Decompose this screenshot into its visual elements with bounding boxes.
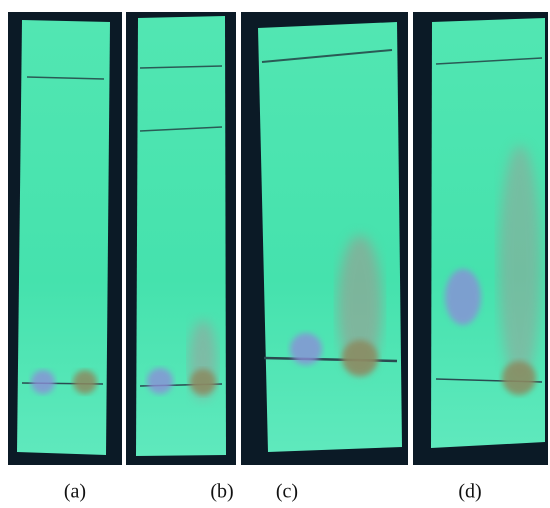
- figure: (a) (b) (c) (d): [0, 0, 550, 508]
- plate-b: [126, 12, 236, 465]
- label-a: (a): [64, 481, 86, 503]
- label-b: (b): [210, 481, 233, 503]
- label-d: (d): [458, 481, 481, 503]
- plate-a: [8, 12, 122, 465]
- plate-c: [241, 12, 408, 465]
- label-c: (c): [276, 481, 298, 503]
- plate-d: [413, 12, 548, 465]
